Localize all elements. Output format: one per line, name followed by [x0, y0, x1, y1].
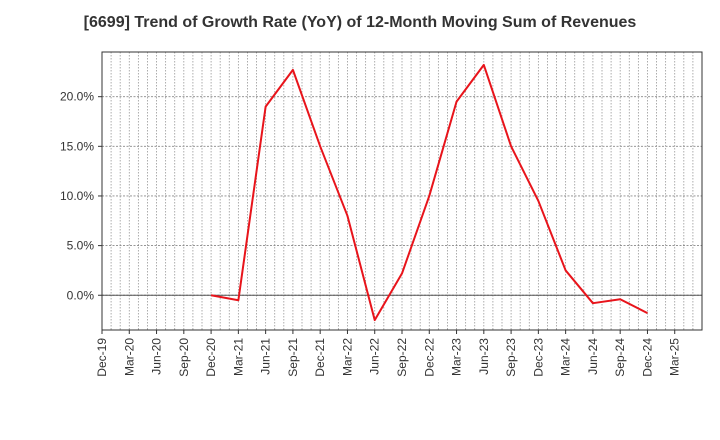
y-tick-label: 20.0%	[60, 90, 94, 104]
x-tick-label: Sep-23	[504, 338, 518, 377]
x-tick-label: Dec-23	[531, 338, 545, 377]
x-tick-label: Dec-20	[204, 338, 218, 377]
x-tick-label: Mar-20	[122, 338, 136, 376]
x-tick-label: Sep-22	[395, 338, 409, 377]
x-tick-label: Dec-21	[313, 338, 327, 377]
x-tick-label: Dec-22	[422, 338, 436, 377]
x-tick-label: Jun-23	[477, 338, 491, 375]
x-tick-label: Jun-22	[368, 338, 382, 375]
x-tick-label: Jun-24	[586, 338, 600, 375]
x-tick-label: Sep-24	[613, 338, 627, 377]
y-tick-label: 5.0%	[67, 239, 95, 253]
chart-title: [6699] Trend of Growth Rate (YoY) of 12-…	[83, 14, 637, 31]
y-tick-label: 0.0%	[67, 288, 95, 302]
x-tick-label: Dec-24	[640, 338, 654, 377]
x-tick-label: Mar-25	[668, 338, 682, 376]
y-tick-label: 10.0%	[60, 189, 94, 203]
x-tick-label: Dec-19	[95, 338, 109, 377]
x-tick-label: Mar-21	[231, 338, 245, 376]
x-tick-label: Jun-20	[150, 338, 164, 375]
x-tick-label: Mar-24	[559, 338, 573, 376]
x-tick-label: Sep-20	[177, 338, 191, 377]
y-tick-label: 15.0%	[60, 139, 94, 153]
x-tick-label: Mar-22	[340, 338, 354, 376]
x-tick-label: Sep-21	[286, 338, 300, 377]
x-tick-label: Mar-23	[450, 338, 464, 376]
x-tick-label: Jun-21	[259, 338, 273, 375]
